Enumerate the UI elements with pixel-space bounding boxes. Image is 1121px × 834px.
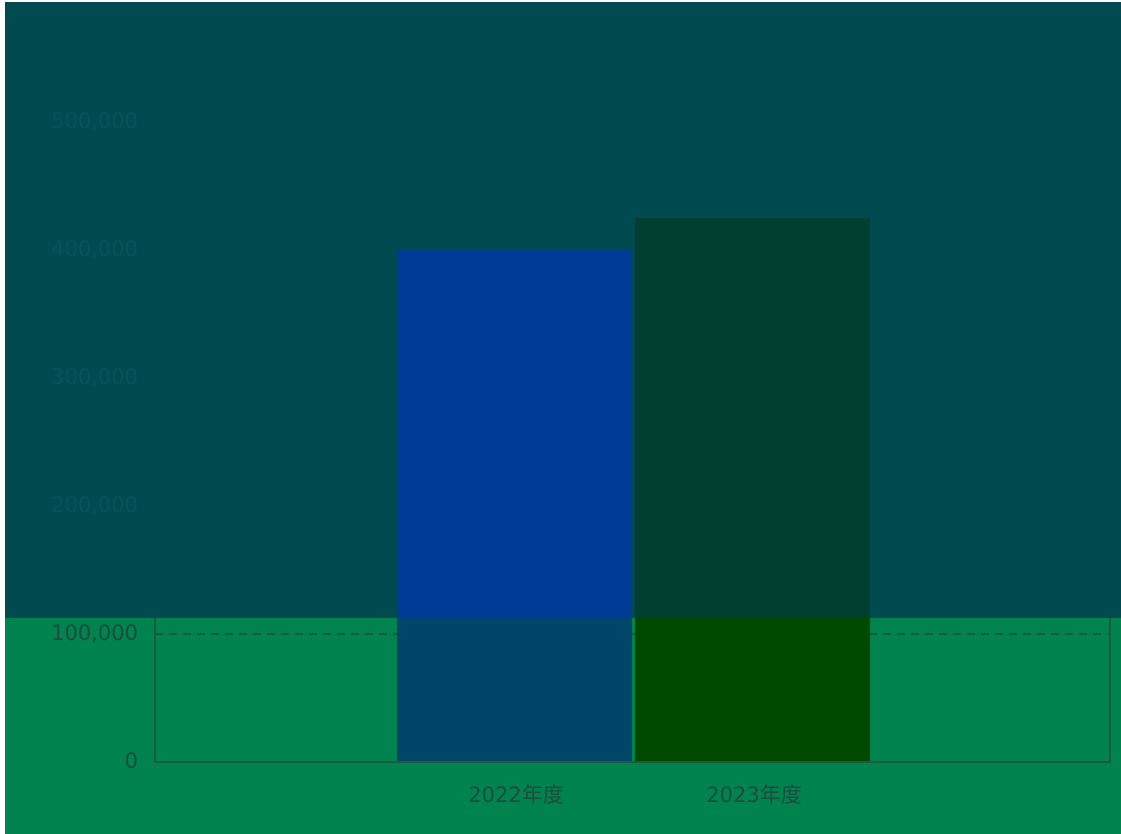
bar — [397, 250, 632, 618]
y-tick-label: 500,000 — [51, 109, 138, 133]
x-tick-label: 2022年度 — [468, 783, 563, 807]
bar — [635, 218, 870, 618]
y-tick-label: 300,000 — [51, 365, 138, 389]
x-tick-label: 2023年度 — [706, 783, 801, 807]
bar — [397, 618, 632, 762]
plot-area: 0 100,000 2022年度 2023年度 — [51, 618, 1111, 807]
y-tick-label: 0 — [125, 749, 138, 773]
y-tick-label: 100,000 — [51, 621, 138, 645]
y-tick-label: 400,000 — [51, 237, 138, 261]
axis-frame — [154, 618, 1111, 763]
overlay-content: 200,000 300,000 400,000 500,000 — [51, 109, 870, 618]
bar — [635, 618, 870, 762]
y-tick-label: 200,000 — [51, 493, 138, 517]
